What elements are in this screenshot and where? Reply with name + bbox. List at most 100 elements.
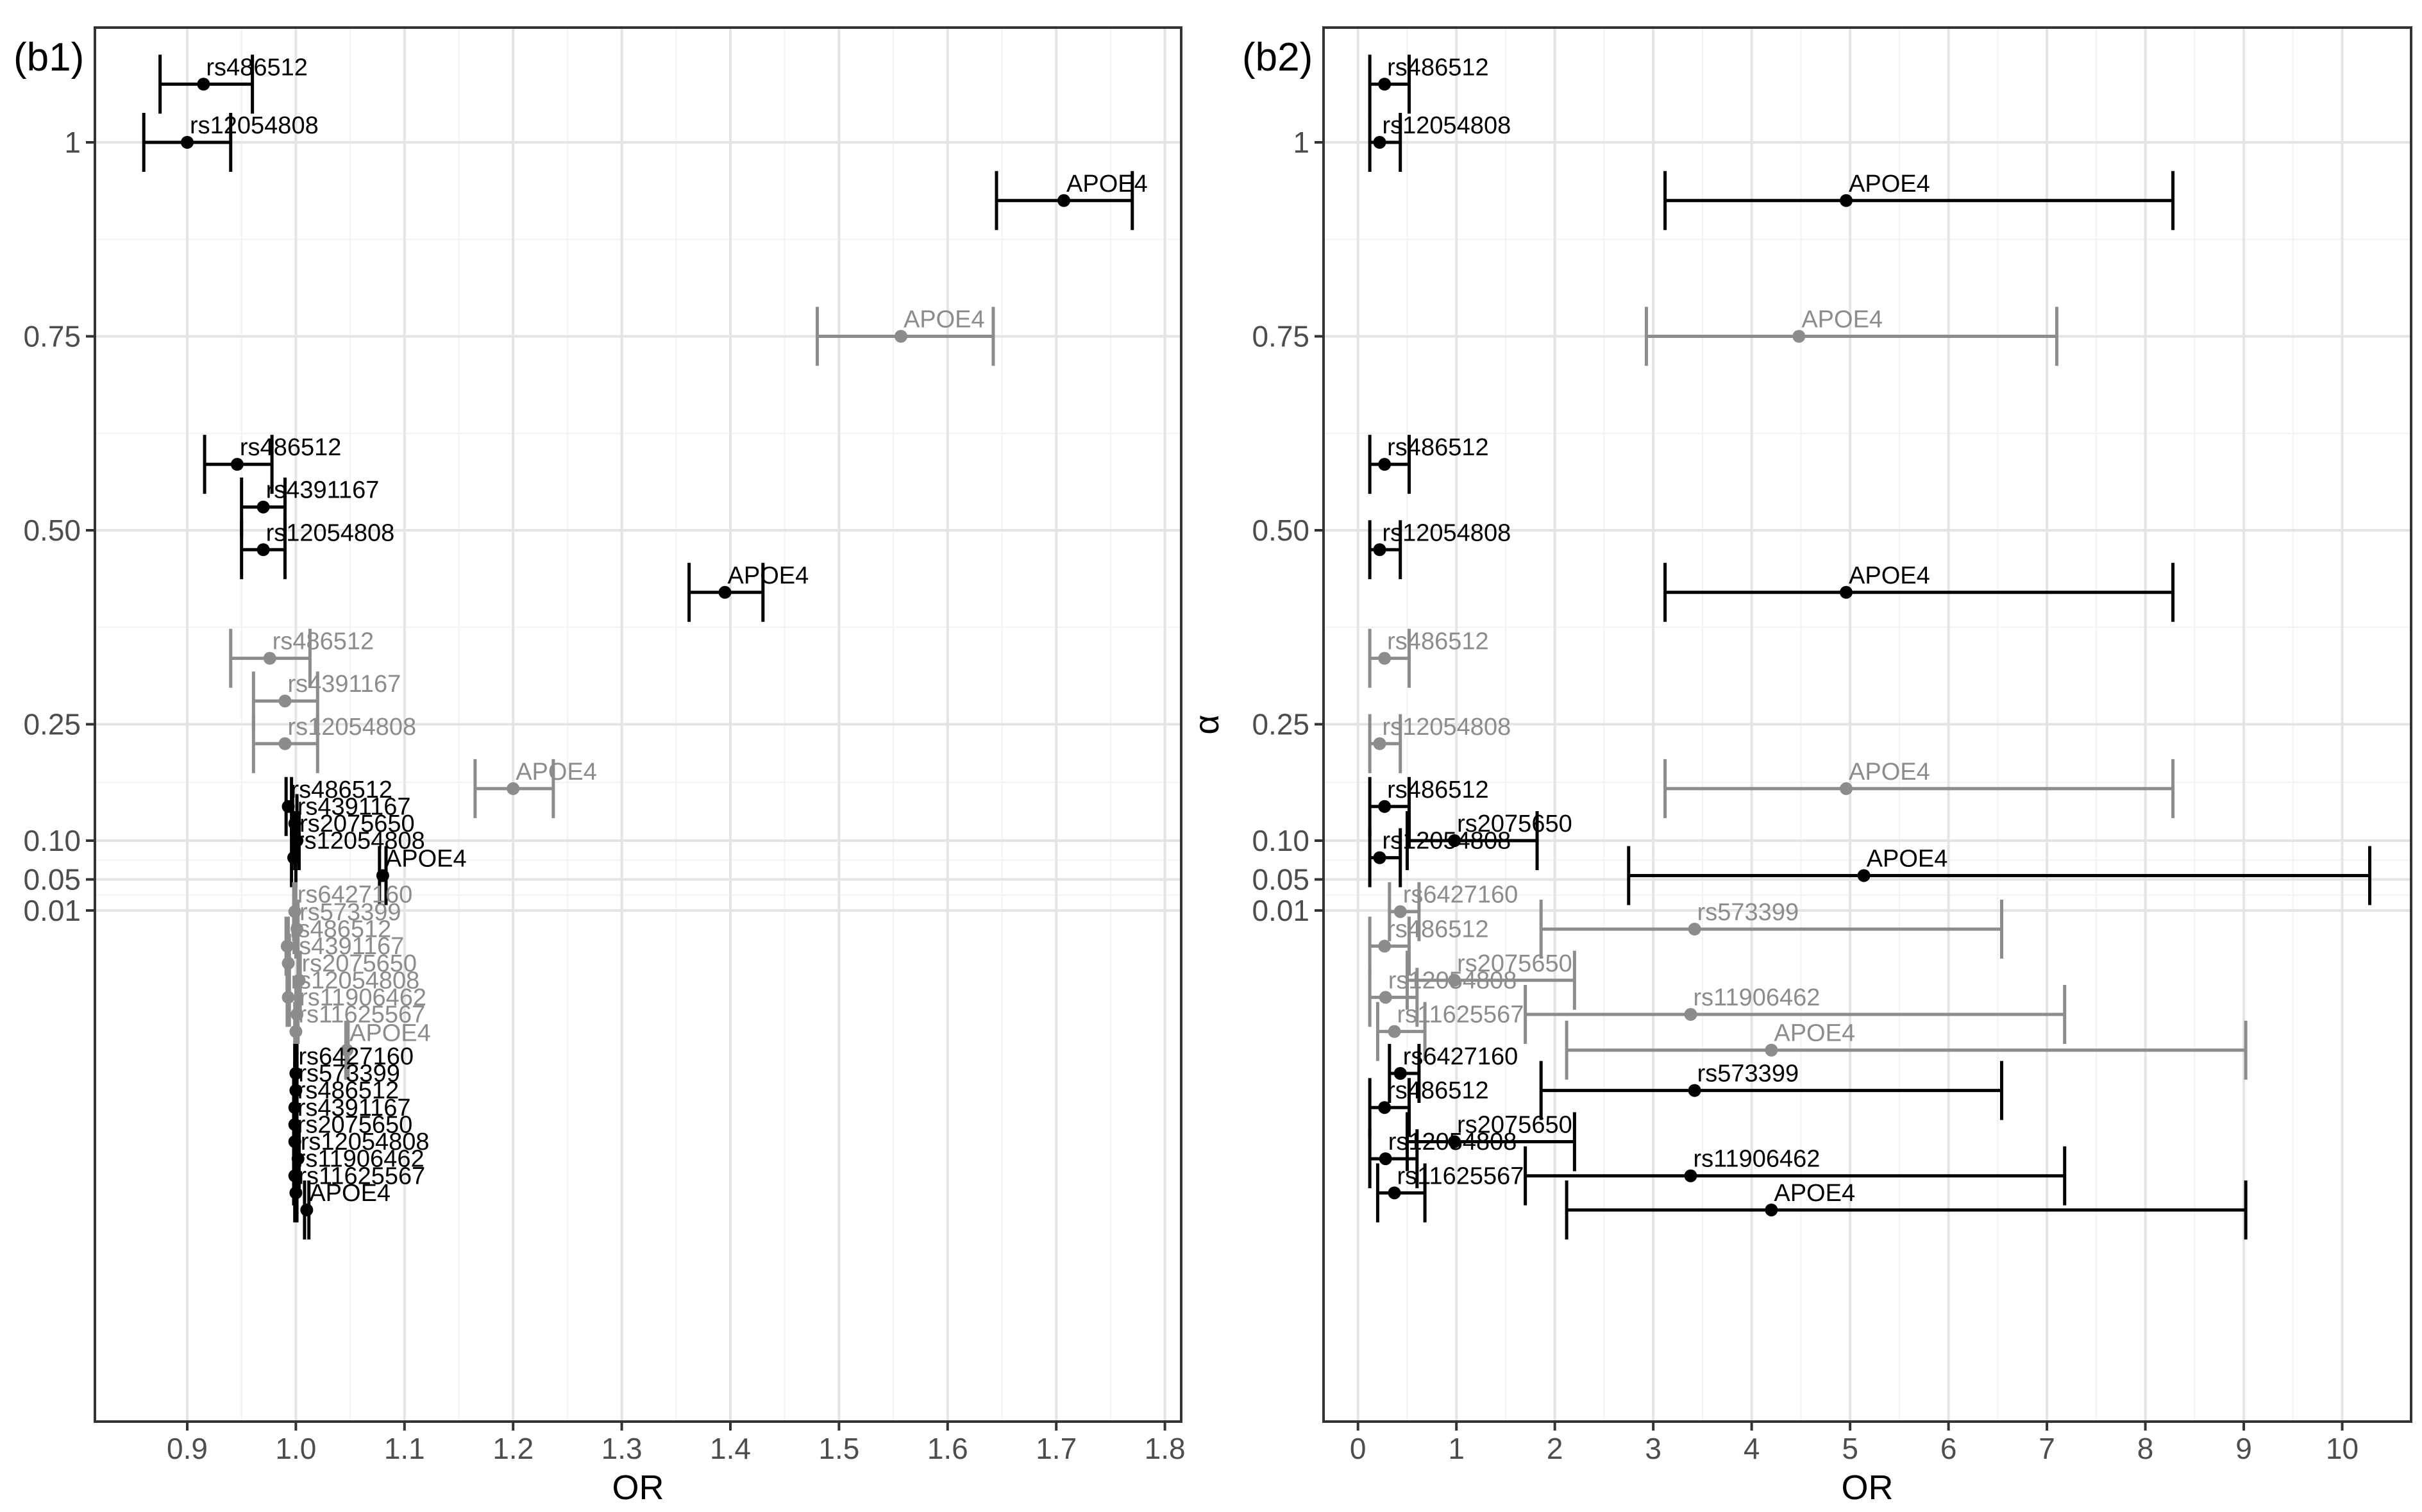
point-label: rs12054808: [1382, 112, 1511, 139]
y-tick-label: 0.75: [1252, 320, 1309, 353]
point-label: APOE4: [728, 562, 809, 589]
y-tick-label: 0.05: [23, 863, 81, 896]
x-axis-title: OR: [612, 1468, 664, 1507]
x-tick-label: 1.1: [384, 1432, 425, 1465]
point-label: APOE4: [516, 759, 597, 785]
or-point: [1388, 1186, 1401, 1200]
point-label: rs2075650: [298, 1111, 413, 1138]
or-point: [1684, 1008, 1697, 1021]
point-label: rs2075650: [301, 950, 417, 977]
or-point: [278, 694, 292, 708]
point-label: rs11625567: [298, 1002, 425, 1029]
or-point: [1373, 136, 1386, 149]
or-point: [256, 543, 270, 557]
x-tick-label: 1: [1448, 1432, 1465, 1465]
y-tick-label: 1: [1293, 126, 1309, 159]
or-point: [287, 851, 301, 864]
x-tick-label: 7: [2039, 1432, 2055, 1465]
point-label: rs12054808: [287, 714, 416, 741]
point-label: rs4391167: [291, 933, 405, 960]
point-label: rs12054808: [190, 112, 319, 139]
y-tick-label: 0.01: [23, 894, 81, 927]
or-point: [1448, 973, 1461, 987]
x-tick-label: 4: [1744, 1432, 1760, 1465]
point-label: rs486512: [1387, 628, 1488, 655]
point-label: rs2075650: [299, 811, 415, 837]
panel-b1: rs486512 rs12054808 APOE4 APOE4 rs486512 rs43…: [13, 26, 1186, 1507]
or-point: [1378, 800, 1392, 813]
x-tick-label: 1.3: [601, 1432, 643, 1465]
or-point: [278, 737, 292, 750]
x-tick-label: 0: [1350, 1432, 1367, 1465]
y-tick-label: 0.25: [1252, 708, 1309, 741]
or-point: [1393, 1067, 1407, 1080]
or-point: [1684, 1169, 1697, 1182]
x-tick-label: 3: [1645, 1432, 1661, 1465]
point-label: APOE4: [1066, 171, 1148, 197]
x-tick-label: 1.4: [710, 1432, 751, 1465]
y-tick-label: 1: [64, 126, 81, 159]
point-label: APOE4: [1849, 759, 1930, 785]
y-tick-label: 0.75: [23, 320, 81, 353]
x-tick-label: 1.8: [1145, 1432, 1186, 1465]
point-label: rs4391167: [298, 793, 411, 820]
or-point: [894, 330, 907, 343]
point-label: rs2075650: [1457, 811, 1572, 837]
or-point: [1840, 585, 1853, 599]
x-tick-label: 1.0: [275, 1432, 316, 1465]
y-tick-label: 0.10: [23, 824, 81, 857]
or-point: [1688, 1084, 1701, 1097]
or-point: [1378, 939, 1392, 953]
point-label: rs573399: [1697, 899, 1799, 926]
or-point: [1378, 1101, 1392, 1114]
point-label: rs4391167: [266, 477, 380, 504]
or-point: [1765, 1203, 1778, 1216]
point-label: rs4391167: [287, 671, 401, 698]
or-point: [292, 973, 306, 987]
or-point: [1373, 737, 1386, 750]
x-tick-label: 1.5: [818, 1432, 859, 1465]
or-point: [1373, 851, 1386, 864]
x-axis-title: OR: [1842, 1468, 1894, 1507]
or-point: [1373, 543, 1386, 557]
or-point: [376, 869, 389, 882]
or-point: [197, 78, 210, 91]
point-label: rs486512: [240, 434, 341, 461]
or-point: [1840, 194, 1853, 207]
x-tick-label: 2: [1547, 1432, 1563, 1465]
or-point: [1448, 834, 1461, 847]
point-label: rs11906462: [298, 1146, 425, 1173]
y-tick-label: 0.10: [1252, 824, 1309, 857]
point-label: rs11625567: [1397, 1163, 1524, 1189]
point-label: rs12054808: [266, 519, 395, 546]
point-label: APOE4: [349, 1020, 431, 1047]
or-point: [1378, 78, 1392, 91]
point-label: rs6427160: [298, 1043, 414, 1070]
point-label: rs11906462: [299, 984, 426, 1011]
x-tick-label: 1.6: [927, 1432, 968, 1465]
point-label: APOE4: [1849, 171, 1930, 197]
point-label: APOE4: [904, 307, 985, 333]
x-tick-label: 10: [2326, 1432, 2359, 1465]
or-point: [282, 991, 295, 1004]
point-label: rs6427160: [1403, 1043, 1518, 1070]
or-point: [289, 1186, 303, 1200]
or-point: [230, 458, 244, 471]
point-label: rs11625567: [1397, 1002, 1524, 1029]
y-tick-label: 0.01: [1252, 894, 1309, 927]
point-label: rs12054808: [1388, 1129, 1517, 1155]
point-label: rs4391167: [298, 1095, 411, 1121]
point-label: APOE4: [1849, 562, 1930, 589]
point-label: rs486512: [206, 54, 307, 81]
point-label: rs12054808: [1388, 967, 1517, 994]
point-label: rs486512: [1387, 1077, 1488, 1104]
point-label: APOE4: [1774, 1180, 1855, 1207]
point-label: APOE4: [1867, 845, 1948, 872]
point-label: rs486512: [1387, 916, 1488, 943]
y-tick-label: 0.25: [23, 708, 81, 741]
or-point: [1378, 458, 1392, 471]
x-tick-label: 1.2: [492, 1432, 534, 1465]
or-point: [1688, 922, 1701, 936]
point-label: rs2075650: [1457, 1111, 1572, 1138]
